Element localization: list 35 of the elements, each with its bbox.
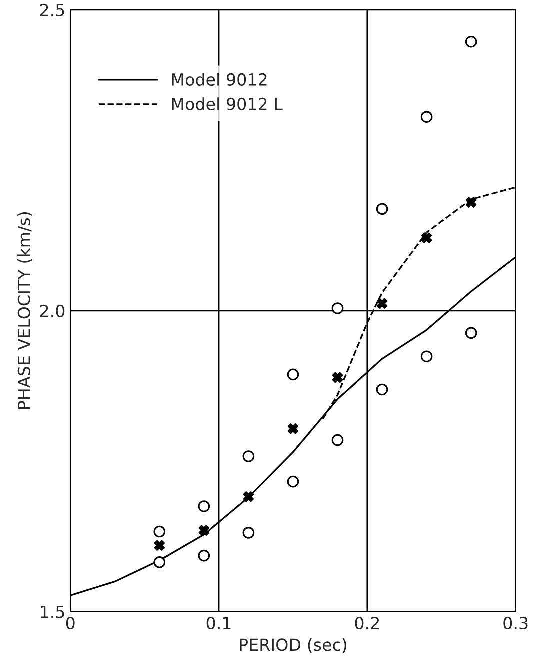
point [287,476,300,488]
point [420,350,433,363]
point [420,111,433,124]
point [154,526,166,538]
point [376,203,388,216]
x-tick-label: 0.1 [206,616,231,630]
point [332,372,344,384]
point [376,298,388,310]
point [154,540,165,551]
point [287,368,300,381]
x-axis-title: PERIOD (sec) [240,638,347,654]
point [421,232,432,244]
point [198,500,210,512]
x-tick-label: 0 [66,616,75,630]
point [198,525,210,536]
point [466,197,477,208]
point [465,327,478,340]
point [465,36,478,48]
x-tick-label: 0.3 [504,616,528,630]
y-tick-label: 2.0 [40,304,65,318]
y-axis-title: PHASE VELOCITY (km/s) [18,212,32,410]
point [198,550,210,562]
point [242,527,255,539]
point [332,434,344,446]
point [376,384,388,396]
y-tick-label: 1.5 [41,606,64,618]
point [242,450,255,462]
x-tick-label: 0.2 [355,616,380,630]
point [243,492,254,502]
point [154,556,166,568]
point [332,302,344,314]
point [288,423,299,434]
legend-label: Model 9012 L [172,98,283,110]
y-tick-label: 2.5 [40,4,64,17]
legend-label: Model 9012 [172,73,267,86]
